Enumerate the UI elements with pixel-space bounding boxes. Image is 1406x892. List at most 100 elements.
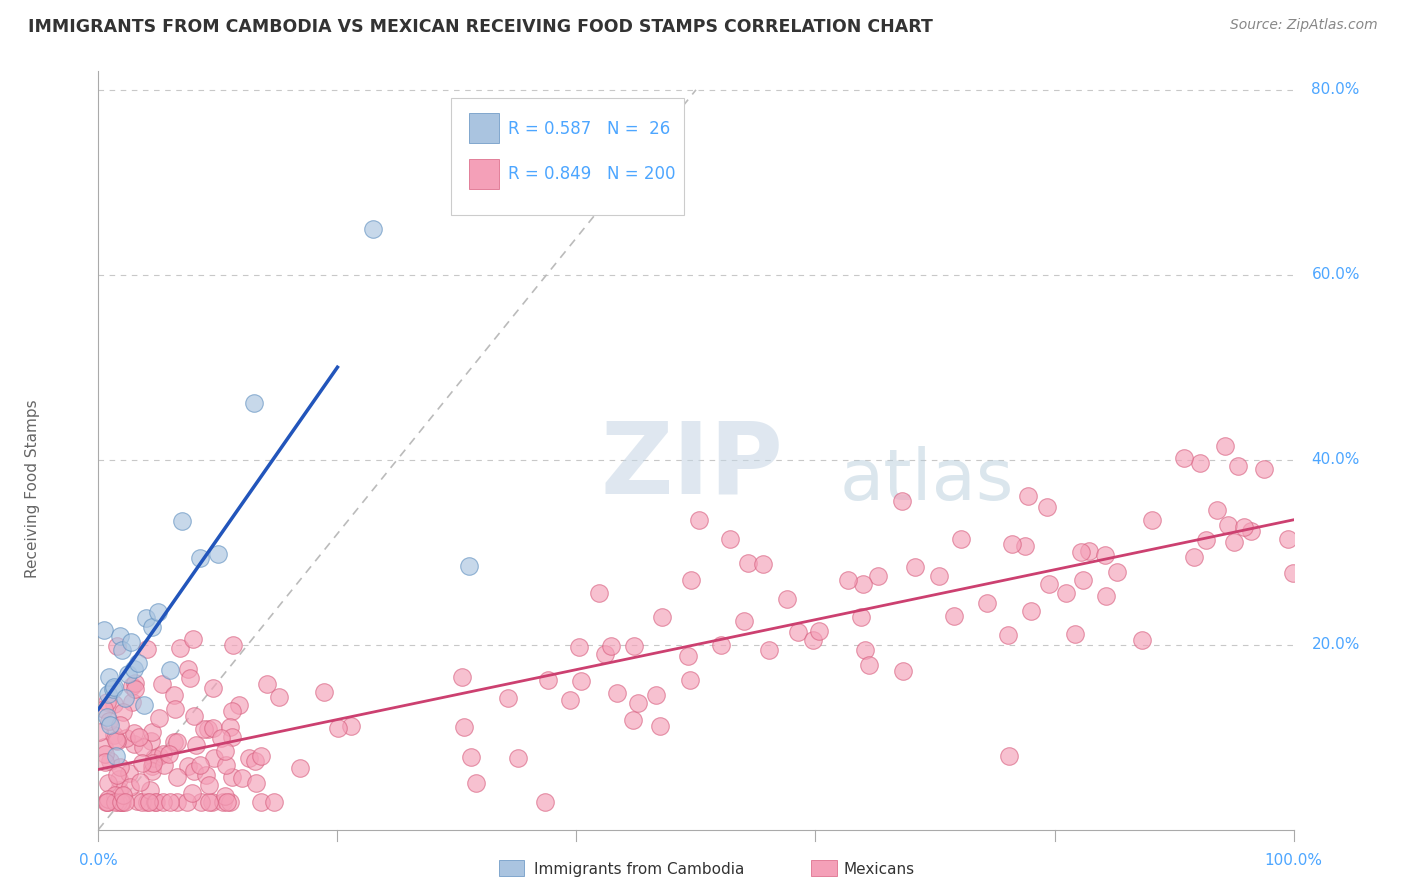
- Point: [720, 532, 742, 546]
- Point: [166, 770, 188, 784]
- Bar: [470, 113, 499, 144]
- Point: [98, 718, 122, 732]
- Point: [1240, 524, 1263, 539]
- Point: [179, 672, 201, 686]
- Point: [159, 795, 181, 809]
- Point: [222, 638, 245, 652]
- Point: [1277, 532, 1299, 546]
- Point: [1077, 544, 1099, 558]
- Text: 60.0%: 60.0%: [1312, 268, 1360, 282]
- Point: [105, 734, 128, 748]
- Text: 40.0%: 40.0%: [1312, 452, 1360, 467]
- Point: [496, 691, 519, 706]
- Text: Mexicans: Mexicans: [844, 863, 915, 877]
- Point: [94, 747, 117, 761]
- Point: [120, 635, 142, 649]
- Point: [124, 662, 146, 676]
- Text: atlas: atlas: [839, 446, 1014, 516]
- Point: [118, 780, 141, 794]
- Point: [122, 725, 145, 739]
- Point: [201, 721, 224, 735]
- Point: [188, 550, 211, 565]
- Point: [1226, 458, 1249, 473]
- Point: [96, 710, 118, 724]
- Point: [238, 750, 260, 764]
- Point: [245, 776, 267, 790]
- Point: [96, 795, 118, 809]
- Text: 20.0%: 20.0%: [1312, 637, 1360, 652]
- Point: [112, 788, 135, 802]
- Point: [107, 795, 129, 809]
- Point: [197, 722, 219, 736]
- Point: [1281, 566, 1303, 581]
- Point: [142, 756, 165, 771]
- Point: [163, 688, 186, 702]
- Point: [97, 687, 120, 701]
- Text: 80.0%: 80.0%: [1312, 82, 1360, 97]
- Point: [166, 795, 188, 809]
- Point: [758, 643, 780, 657]
- Point: [621, 713, 644, 727]
- Point: [143, 795, 166, 809]
- Point: [215, 757, 238, 772]
- Point: [93, 755, 115, 769]
- Point: [1253, 462, 1275, 476]
- Point: [267, 690, 290, 704]
- Point: [94, 795, 117, 809]
- Point: [340, 719, 363, 733]
- Point: [103, 680, 125, 694]
- Point: [93, 740, 115, 755]
- Point: [107, 772, 129, 786]
- Text: IMMIGRANTS FROM CAMBODIA VS MEXICAN RECEIVING FOOD STAMPS CORRELATION CHART: IMMIGRANTS FROM CAMBODIA VS MEXICAN RECE…: [28, 18, 934, 36]
- Point: [132, 698, 155, 712]
- Point: [1038, 576, 1060, 591]
- Point: [776, 592, 799, 607]
- Point: [111, 643, 134, 657]
- Point: [997, 748, 1019, 763]
- Point: [141, 759, 163, 773]
- Point: [114, 795, 136, 809]
- Point: [1001, 537, 1024, 551]
- Point: [141, 764, 163, 778]
- Point: [1188, 456, 1211, 470]
- Point: [111, 795, 134, 809]
- Text: ZIP: ZIP: [600, 417, 783, 514]
- Point: [460, 750, 482, 764]
- Point: [645, 688, 668, 702]
- Point: [198, 778, 221, 792]
- Point: [148, 748, 170, 763]
- Point: [1213, 439, 1236, 453]
- Point: [159, 747, 181, 762]
- Point: [214, 789, 236, 803]
- Point: [1014, 539, 1036, 553]
- Point: [243, 395, 266, 409]
- Point: [363, 221, 385, 235]
- Bar: [470, 159, 499, 189]
- Point: [98, 670, 121, 684]
- Point: [131, 795, 153, 809]
- Point: [148, 711, 170, 725]
- Point: [128, 730, 150, 744]
- Point: [891, 494, 914, 508]
- Point: [221, 704, 243, 718]
- Point: [139, 734, 162, 748]
- Point: [124, 682, 146, 697]
- Point: [201, 795, 224, 809]
- Point: [1223, 534, 1246, 549]
- Point: [142, 751, 165, 765]
- Point: [105, 768, 128, 782]
- Point: [450, 669, 472, 683]
- Point: [181, 632, 204, 647]
- Point: [534, 795, 557, 809]
- Point: [98, 714, 121, 728]
- Point: [1095, 589, 1118, 603]
- Point: [1173, 450, 1195, 465]
- Point: [1054, 586, 1077, 600]
- Point: [853, 642, 876, 657]
- Text: Immigrants from Cambodia: Immigrants from Cambodia: [534, 863, 745, 877]
- Point: [101, 681, 124, 696]
- Point: [737, 556, 759, 570]
- Point: [131, 756, 153, 771]
- FancyBboxPatch shape: [451, 98, 685, 216]
- Point: [125, 794, 148, 808]
